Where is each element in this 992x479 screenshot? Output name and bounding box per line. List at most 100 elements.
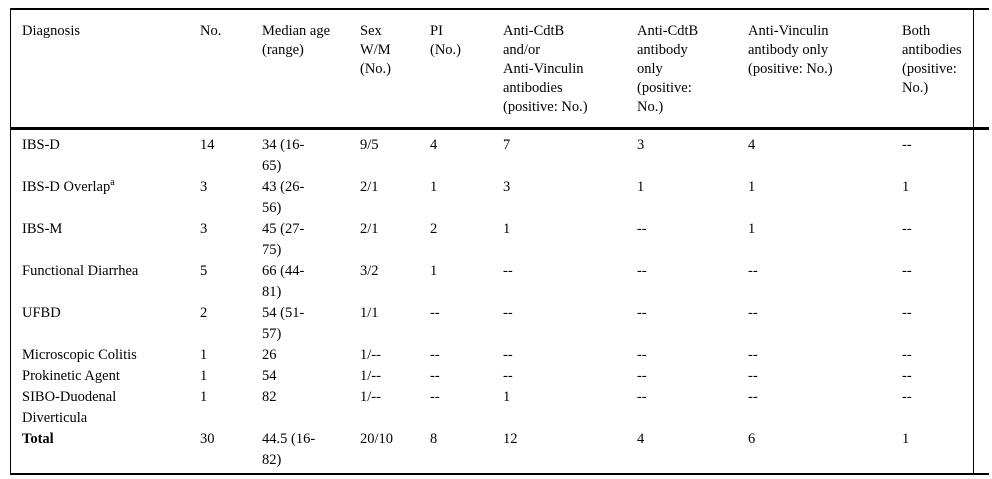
cell-median_age: 34 (16- 65) xyxy=(262,137,305,174)
column-header-either: Anti-CdtB and/or Anti-Vinculin antibodie… xyxy=(503,9,637,130)
cell-both: -- xyxy=(902,221,912,237)
cell-no: 3 xyxy=(200,179,208,195)
table-left-rule xyxy=(10,8,11,475)
cell-diagnosis: IBS-M xyxy=(22,221,63,237)
cell-diagnosis: UFBD xyxy=(22,305,61,321)
table-body: IBS-D 14 34 (16- 65) 9/5 4 7 3 4 -- IBS-D Overlap… xyxy=(10,129,989,475)
cell-cdtb_only: -- xyxy=(637,263,647,279)
cell-vinculin_only: 6 xyxy=(748,431,756,447)
cell-median_age: 26 xyxy=(262,347,277,363)
cell-pi: -- xyxy=(430,368,440,384)
cell-sex: 9/5 xyxy=(360,137,379,153)
table-row-microscopic-colitis: Microscopic Colitis 1 26 1/-- -- -- -- -- -- xyxy=(10,345,989,366)
table-row-total: Total 30 44.5 (16- 82) 20/10 8 12 4 6 1 xyxy=(10,429,989,474)
cell-diagnosis: Functional Diarrhea xyxy=(22,263,139,279)
diagnosis-label: IBS-D Overlap xyxy=(22,179,111,195)
cell-either: -- xyxy=(503,263,513,279)
cell-pi: 4 xyxy=(430,137,438,153)
column-header-diagnosis: Diagnosis xyxy=(10,9,200,130)
cell-both: -- xyxy=(902,137,912,153)
cell-no: 14 xyxy=(200,137,215,153)
cell-either: 3 xyxy=(503,179,511,195)
footnote-marker: a xyxy=(110,177,115,189)
cell-vinculin_only: 1 xyxy=(748,179,756,195)
cell-median_age: 44.5 (16- 82) xyxy=(262,431,316,468)
cell-sex: 3/2 xyxy=(360,263,379,279)
cell-vinculin_only: -- xyxy=(748,305,758,321)
cell-either: 7 xyxy=(503,137,511,153)
column-header-cdtb_only: Anti-CdtB antibody only (positive: No.) xyxy=(637,9,748,130)
cell-median_age: 45 (27- 75) xyxy=(262,221,305,258)
cell-both: -- xyxy=(902,305,912,321)
cell-median_age: 54 xyxy=(262,368,277,384)
cell-either: 1 xyxy=(503,389,511,405)
cell-either: 12 xyxy=(503,431,518,447)
cell-pi: -- xyxy=(430,389,440,405)
cell-diagnosis: Prokinetic Agent xyxy=(22,368,120,384)
cell-both: 1 xyxy=(902,431,910,447)
cell-vinculin_only: -- xyxy=(748,347,758,363)
cell-diagnosis: IBS-D xyxy=(22,137,60,153)
table-row-ibs-d-overlap: IBS-D Overlapa 3 43 (26- 56) 2/1 1 3 1 1 1 xyxy=(10,177,989,219)
cell-either: 1 xyxy=(503,221,511,237)
cell-either: -- xyxy=(503,347,513,363)
table-row-prokinetic-agent: Prokinetic Agent 1 54 1/-- -- -- -- -- -- xyxy=(10,366,989,387)
cell-sex: 20/10 xyxy=(360,431,394,447)
header-row: Diagnosis No. Median age (range) Sex W/M (N… xyxy=(10,9,989,130)
cell-both: -- xyxy=(902,368,912,384)
cell-both: -- xyxy=(902,347,912,363)
cell-vinculin_only: -- xyxy=(748,263,758,279)
table-row-ufbd: UFBD 2 54 (51- 57) 1/1 -- -- -- -- -- xyxy=(10,303,989,345)
cell-vinculin_only: 1 xyxy=(748,221,756,237)
column-header-sex: Sex W/M (No.) xyxy=(360,9,430,130)
cell-diagnosis: IBS-D Overlapa xyxy=(10,177,200,219)
cell-cdtb_only: -- xyxy=(637,368,647,384)
cell-cdtb_only: -- xyxy=(637,305,647,321)
cell-pi: 1 xyxy=(430,179,438,195)
cell-either: -- xyxy=(503,305,513,321)
data-table: Diagnosis No. Median age (range) Sex W/M (N… xyxy=(10,8,989,475)
cell-cdtb_only: -- xyxy=(637,221,647,237)
cell-both: 1 xyxy=(902,179,910,195)
cell-no: 30 xyxy=(200,431,215,447)
cell-either: -- xyxy=(503,368,513,384)
table-row-ibs-m: IBS-M 3 45 (27- 75) 2/1 2 1 -- 1 -- xyxy=(10,219,989,261)
diagnosis-summary-table: Diagnosis No. Median age (range) Sex W/M (N… xyxy=(10,8,989,475)
column-header-both: Both antibodies (positive: No.) xyxy=(902,9,989,130)
cell-pi: 1 xyxy=(430,263,438,279)
cell-diagnosis: Microscopic Colitis xyxy=(22,347,137,363)
column-header-no: No. xyxy=(200,9,262,130)
cell-sex: 2/1 xyxy=(360,221,379,237)
cell-no: 1 xyxy=(200,368,208,384)
table-right-rule xyxy=(973,8,974,475)
cell-diagnosis: SIBO-Duodenal Diverticula xyxy=(22,389,117,426)
cell-pi: -- xyxy=(430,305,440,321)
cell-no: 2 xyxy=(200,305,208,321)
column-header-vinculin_only: Anti-Vinculin antibody only (positive: N… xyxy=(748,9,902,130)
cell-cdtb_only: 4 xyxy=(637,431,645,447)
cell-cdtb_only: 1 xyxy=(637,179,645,195)
table-row-functional-diarrhea: Functional Diarrhea 5 66 (44- 81) 3/2 1 -- -- -… xyxy=(10,261,989,303)
cell-sex: 2/1 xyxy=(360,179,379,195)
cell-vinculin_only: -- xyxy=(748,389,758,405)
cell-median_age: 43 (26- 56) xyxy=(262,179,305,216)
cell-cdtb_only: -- xyxy=(637,347,647,363)
cell-no: 3 xyxy=(200,221,208,237)
table-row-sibo-duodenal: SIBO-Duodenal Diverticula 1 82 1/-- -- 1 -- -- -… xyxy=(10,387,989,429)
cell-sex: 1/1 xyxy=(360,305,379,321)
cell-cdtb_only: 3 xyxy=(637,137,645,153)
column-header-pi: PI (No.) xyxy=(430,9,503,130)
cell-sex: 1/-- xyxy=(360,389,381,405)
column-header-median_age: Median age (range) xyxy=(262,9,360,130)
cell-median_age: 82 xyxy=(262,389,277,405)
cell-sex: 1/-- xyxy=(360,368,381,384)
cell-vinculin_only: -- xyxy=(748,368,758,384)
cell-no: 5 xyxy=(200,263,208,279)
cell-both: -- xyxy=(902,263,912,279)
cell-sex: 1/-- xyxy=(360,347,381,363)
cell-median_age: 54 (51- 57) xyxy=(262,305,305,342)
cell-no: 1 xyxy=(200,389,208,405)
cell-pi: -- xyxy=(430,347,440,363)
cell-both: -- xyxy=(902,389,912,405)
cell-pi: 8 xyxy=(430,431,438,447)
